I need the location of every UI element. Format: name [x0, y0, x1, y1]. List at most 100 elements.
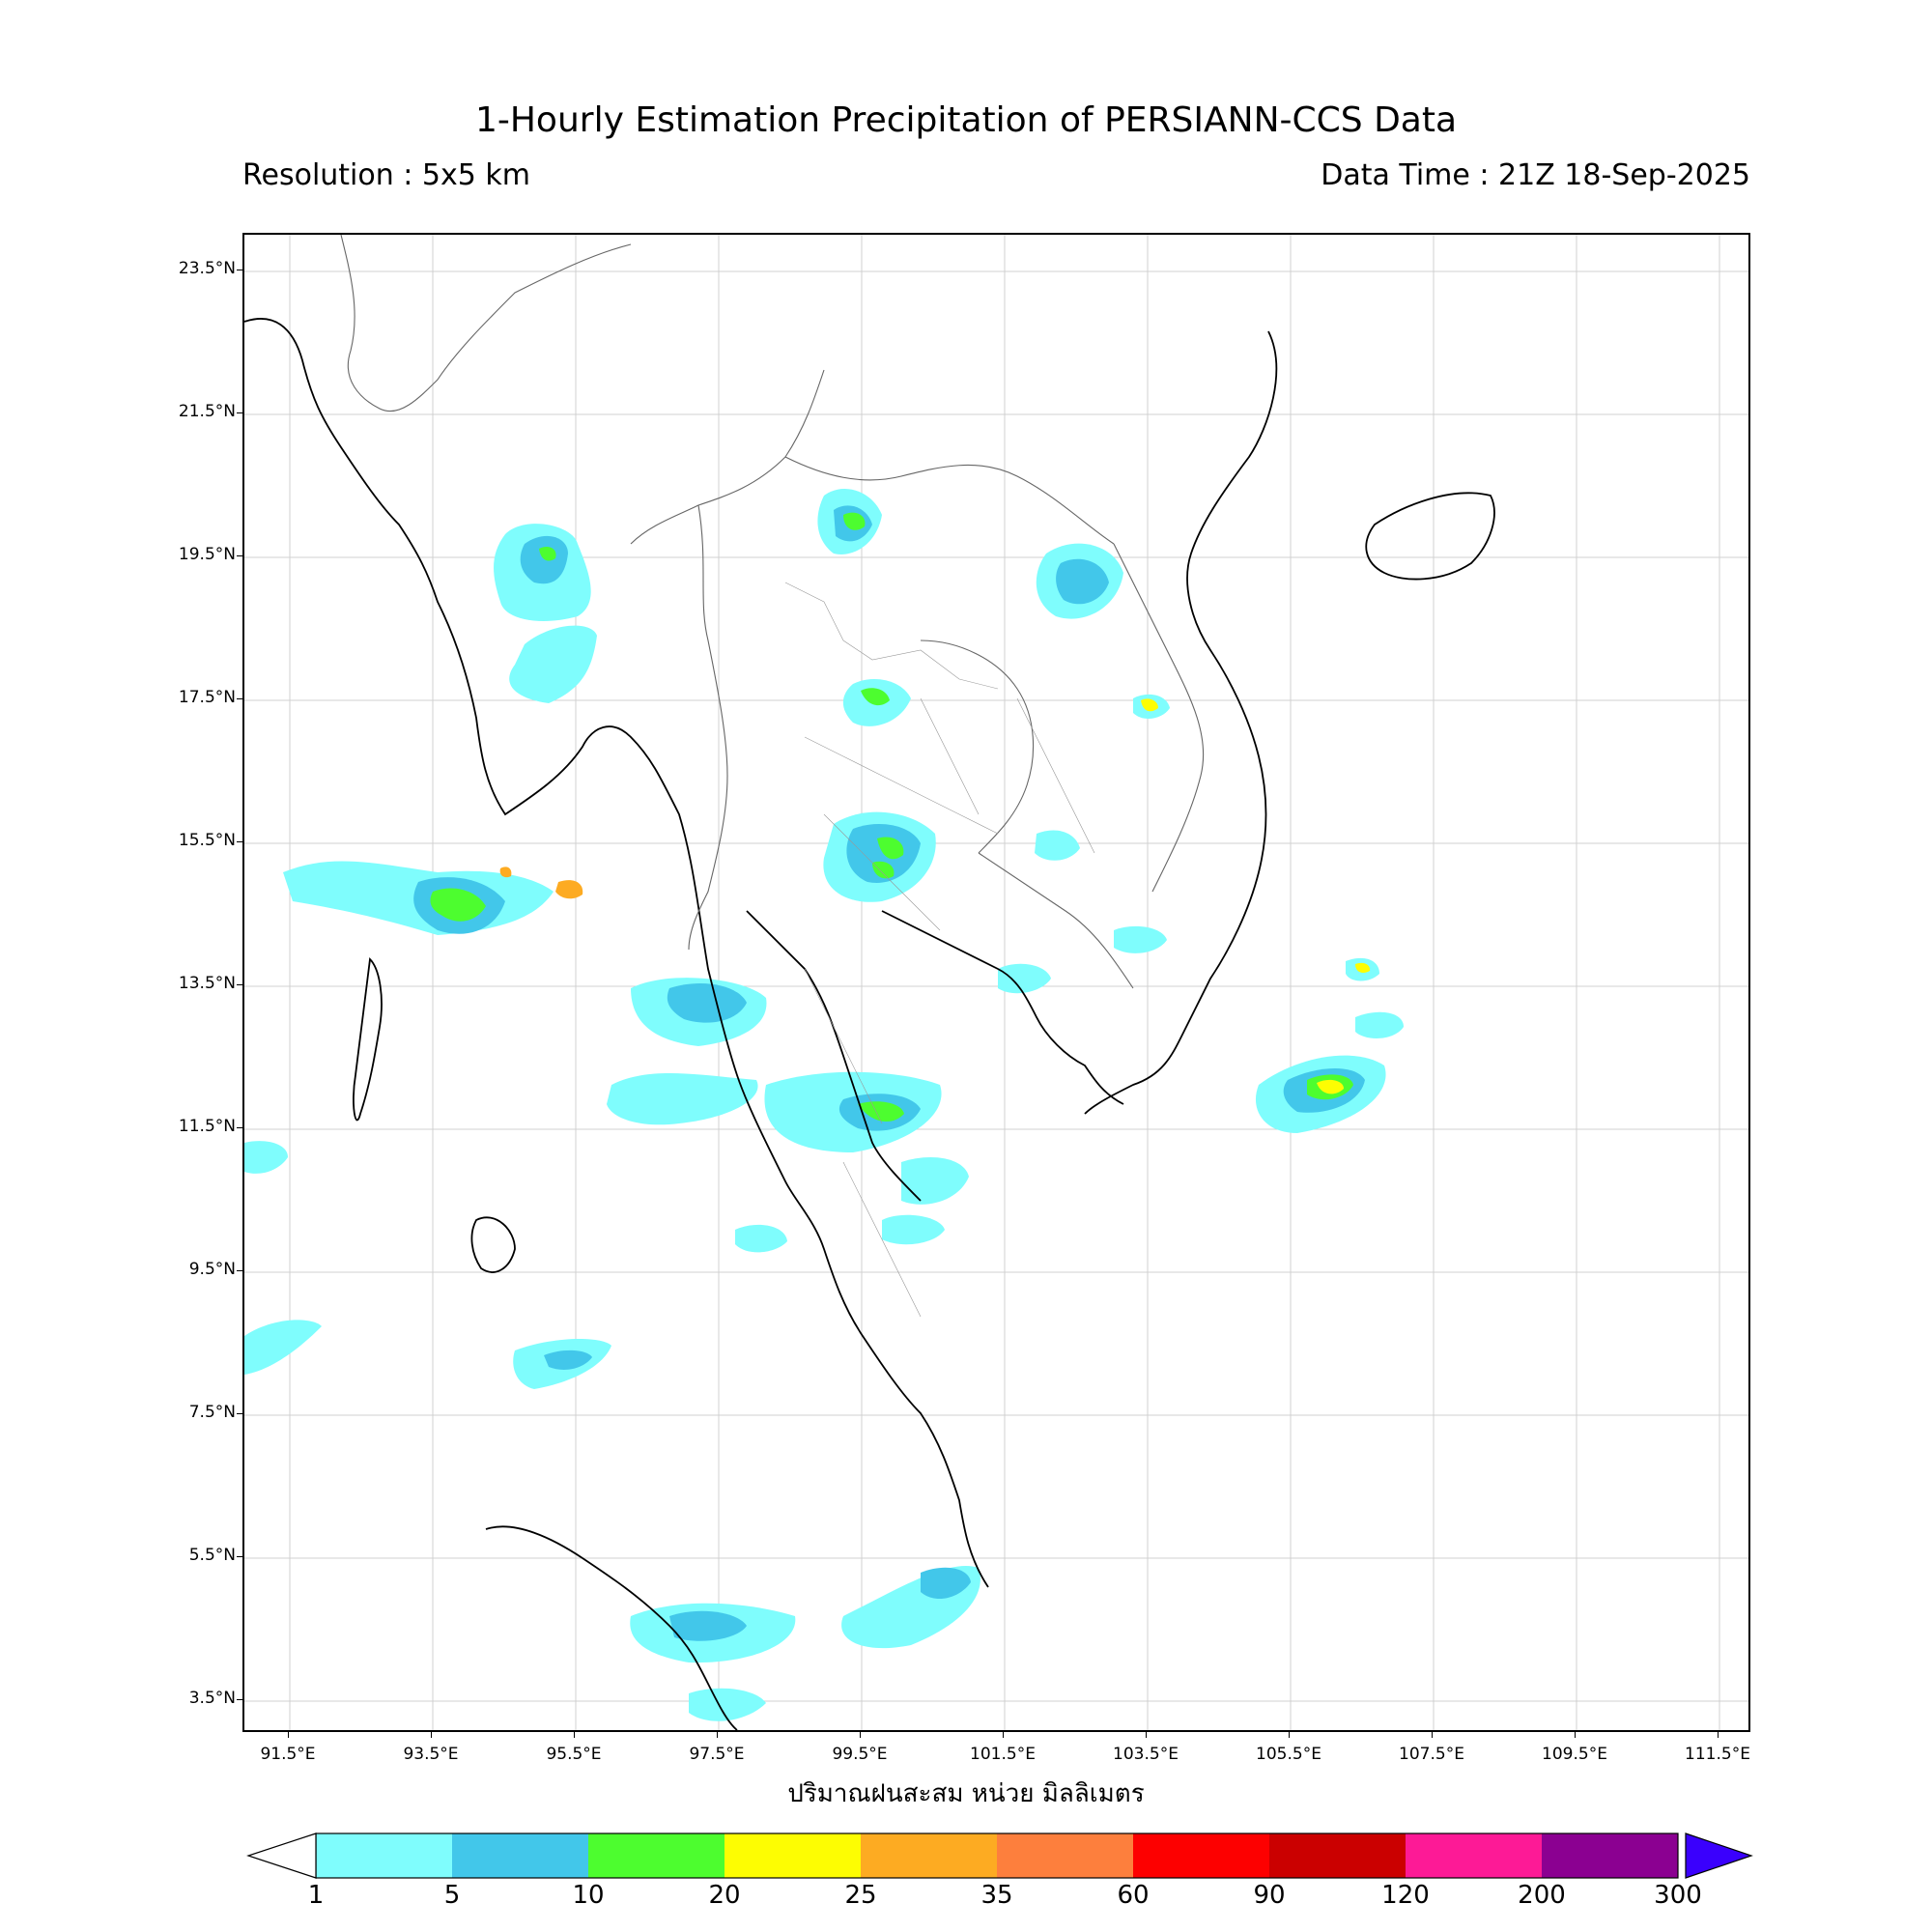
coastline [485, 1525, 738, 1730]
lon-tick [1289, 1732, 1290, 1738]
lon-tick [1575, 1732, 1576, 1738]
lon-tick [717, 1732, 718, 1738]
lat-tick [237, 555, 242, 556]
lat-tick [237, 1556, 242, 1557]
precip-blob [1141, 698, 1158, 712]
country-borders [340, 235, 1205, 989]
precip-blob [1355, 962, 1371, 973]
colorbar-level-label: 200 [1518, 1881, 1566, 1910]
precip-blob [882, 1214, 945, 1245]
lat-tick [237, 412, 242, 413]
precip-blob [1355, 1011, 1404, 1038]
precip-blob [520, 535, 568, 584]
colorbar-level-label: 25 [844, 1881, 877, 1910]
border [688, 504, 728, 951]
lon-tick-label: 107.5°E [1399, 1745, 1464, 1764]
colorbar-under-arrow [246, 1833, 317, 1879]
precip-blob [877, 837, 904, 860]
precip-blob [539, 547, 556, 561]
colorbar-segment [588, 1833, 724, 1878]
colorbar-segment [1406, 1833, 1542, 1878]
lat-tick-label: 19.5°N [178, 545, 236, 564]
precip-blob [735, 1224, 787, 1253]
lon-tick-label: 111.5°E [1685, 1745, 1750, 1764]
colorbar-segment [1542, 1833, 1678, 1878]
colorbar-segment [452, 1833, 588, 1878]
lon-tick [1003, 1732, 1004, 1738]
colorbar-level-label: 120 [1381, 1881, 1430, 1910]
colorbar-segment [861, 1833, 997, 1878]
precip-blob [544, 1350, 592, 1370]
border [920, 639, 1035, 854]
coastline [1365, 492, 1495, 581]
precip-blob [430, 888, 486, 922]
colorbar-segment [724, 1833, 861, 1878]
coastline [470, 1216, 516, 1273]
precip-blob [499, 867, 512, 878]
precip-blob [858, 1101, 904, 1122]
precip-blob [998, 963, 1051, 994]
admin-boundary [1016, 697, 1095, 854]
precip-blob [921, 1567, 971, 1600]
lat-tick-label: 13.5°N [178, 974, 236, 993]
coastline [1084, 330, 1278, 1115]
lat-tick-label: 3.5°N [188, 1689, 236, 1708]
precip-blob [689, 1688, 766, 1721]
precipitation-colorbar [246, 1833, 1753, 1879]
lat-tick-label: 15.5°N [178, 831, 236, 850]
admin-boundary [804, 968, 883, 1124]
lon-tick [1718, 1732, 1719, 1738]
lon-tick [574, 1732, 575, 1738]
colorbar-level-label: 35 [980, 1881, 1013, 1910]
precip-blob [607, 1073, 758, 1125]
coastlines [244, 318, 1495, 1730]
border [784, 456, 1115, 545]
precip-blob [843, 512, 866, 530]
precip-blob [901, 1157, 969, 1205]
precip-blob [509, 625, 597, 703]
precip-blob [244, 1141, 288, 1174]
lat-tick-label: 5.5°N [188, 1546, 236, 1565]
coastline [353, 957, 383, 1122]
border [340, 235, 632, 412]
lon-tick-label: 97.5°E [689, 1745, 745, 1764]
colorbar-level-label: 10 [572, 1881, 605, 1910]
colorbar-level-label: 20 [708, 1881, 741, 1910]
coastline [244, 318, 989, 1588]
precip-blob [669, 1610, 747, 1641]
border [978, 852, 1134, 989]
lat-tick-label: 11.5°N [178, 1117, 236, 1136]
precip-blob [244, 1320, 322, 1375]
lat-tick [237, 984, 242, 985]
colorbar-level-label: 60 [1117, 1881, 1150, 1910]
colorbar-segment [316, 1833, 452, 1878]
lon-tick [860, 1732, 861, 1738]
precip-blob [1035, 830, 1080, 861]
lat-tick [237, 1699, 242, 1700]
lat-tick-label: 9.5°N [188, 1260, 236, 1279]
colorbar-segment [1269, 1833, 1406, 1878]
lon-tick-label: 93.5°E [403, 1745, 459, 1764]
lat-tick [237, 841, 242, 842]
colorbar-over-arrow [1685, 1833, 1753, 1879]
lon-tick [1146, 1732, 1147, 1738]
map-canvas [244, 235, 1748, 1730]
lon-tick-label: 109.5°E [1542, 1745, 1607, 1764]
precip-blob [872, 861, 895, 879]
map-gridlines [244, 235, 1748, 1730]
colorbar-level-label: 5 [443, 1881, 461, 1910]
colorbar-level-label: 1 [307, 1881, 325, 1910]
precip-blob [1317, 1079, 1344, 1094]
lon-tick [431, 1732, 432, 1738]
lat-tick-label: 23.5°N [178, 259, 236, 278]
lon-tick [1432, 1732, 1433, 1738]
lat-tick [237, 698, 242, 699]
colorbar-unit-label: ปริมาณฝนสะสม หน่วย มิลลิเมตร [787, 1779, 1145, 1808]
lat-tick-label: 21.5°N [178, 402, 236, 421]
lon-tick-label: 101.5°E [970, 1745, 1036, 1764]
admin-boundaries [784, 582, 1095, 1318]
lon-tick-label: 103.5°E [1113, 1745, 1179, 1764]
chart-title: 1-Hourly Estimation Precipitation of PER… [474, 100, 1458, 140]
precip-blob [667, 983, 747, 1023]
admin-boundary [920, 697, 980, 815]
